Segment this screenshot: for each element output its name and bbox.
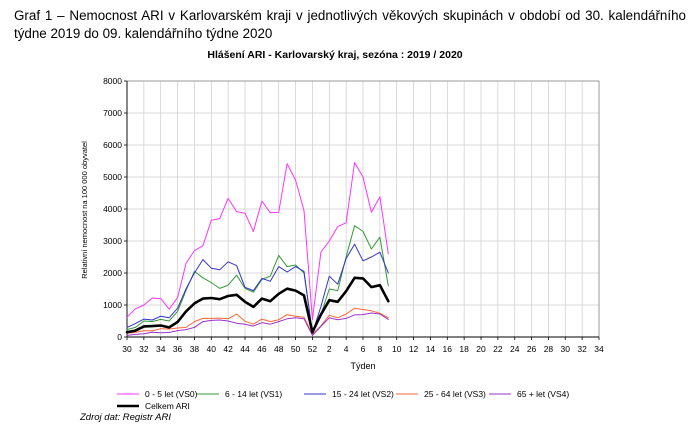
series-line-5 — [125, 276, 390, 334]
y-tick-label: 4000 — [103, 204, 122, 214]
x-tick-label: 28 — [544, 344, 554, 354]
x-tick-label: 24 — [510, 344, 520, 354]
x-tick-label: 44 — [240, 344, 250, 354]
x-tick-label: 26 — [527, 344, 537, 354]
y-tick-label: 0 — [117, 332, 122, 342]
x-tick-label: 8 — [377, 344, 382, 354]
legend-label-5: Celkem ARI — [145, 401, 190, 411]
y-tick-label: 2000 — [103, 268, 122, 278]
y-tick-label: 3000 — [103, 236, 122, 246]
data-source-note: Zdroj dat: Registr ARI — [80, 412, 171, 423]
x-tick-label: 40 — [207, 344, 217, 354]
x-tick-label: 32 — [139, 344, 149, 354]
x-tick-label: 46 — [257, 344, 267, 354]
legend-label-1: 6 - 14 let (VS1) — [225, 389, 282, 399]
figure-caption: Graf 1 – Nemocnost ARI v Karlovarském kr… — [14, 8, 686, 41]
y-tick-label: 7000 — [103, 108, 122, 118]
legend-label-2: 15 - 24 let (VS2) — [332, 389, 394, 399]
series-line-3 — [126, 307, 389, 335]
x-tick-label: 22 — [493, 344, 503, 354]
series-line-1 — [126, 225, 389, 333]
x-tick-label: 38 — [190, 344, 200, 354]
x-tick-label: 18 — [459, 344, 469, 354]
x-tick-label: 16 — [443, 344, 453, 354]
x-axis-label: Týden — [350, 361, 375, 371]
series-line-4 — [126, 312, 389, 336]
y-tick-label: 1000 — [103, 300, 122, 310]
x-tick-label: 52 — [308, 344, 318, 354]
x-tick-label: 6 — [361, 344, 366, 354]
x-tick-label: 48 — [274, 344, 284, 354]
x-tick-label: 30 — [561, 344, 571, 354]
x-tick-label: 20 — [476, 344, 486, 354]
x-tick-label: 2 — [327, 344, 332, 354]
y-tick-label: 6000 — [103, 140, 122, 150]
legend-label-3: 25 - 64 let (VS3) — [424, 389, 486, 399]
y-tick-label: 5000 — [103, 172, 122, 182]
x-tick-label: 34 — [156, 344, 166, 354]
series-line-0 — [126, 162, 389, 320]
x-tick-label: 14 — [426, 344, 436, 354]
x-tick-label: 34 — [594, 344, 604, 354]
grid-lines — [126, 80, 600, 338]
y-axis-label: Relativní nemocnost na 100 000 obyvatel — [80, 141, 89, 279]
y-tick-labels: 0 1000 2000 3000 4000 5000 6000 7000 8000 — [103, 76, 122, 342]
x-tick-label: 50 — [291, 344, 301, 354]
legend-label-4: 65 + let (VS4) — [517, 389, 569, 399]
legend: 0 - 5 let (VS0) 6 - 14 let (VS1) 15 - 24 l… — [117, 389, 569, 411]
x-tick-label: 4 — [344, 344, 349, 354]
x-tick-label: 42 — [223, 344, 233, 354]
x-tick-label: 32 — [577, 344, 587, 354]
x-tick-label: 36 — [173, 344, 183, 354]
axes — [124, 80, 600, 340]
legend-label-0: 0 - 5 let (VS0) — [145, 389, 198, 399]
x-tick-label: 12 — [409, 344, 419, 354]
series-line-2 — [126, 243, 389, 334]
series-lines — [125, 162, 390, 336]
y-tick-label: 8000 — [103, 76, 122, 86]
x-tick-label: 10 — [392, 344, 402, 354]
x-tick-labels: 30 32 34 36 38 40 42 44 46 48 50 52 2 4 6 8 10 12 14 16 18 20… — [122, 344, 604, 354]
x-tick-label: 30 — [122, 344, 132, 354]
chart-title: Hlášení ARI - Karlovarský kraj, sezóna :… — [207, 49, 462, 61]
